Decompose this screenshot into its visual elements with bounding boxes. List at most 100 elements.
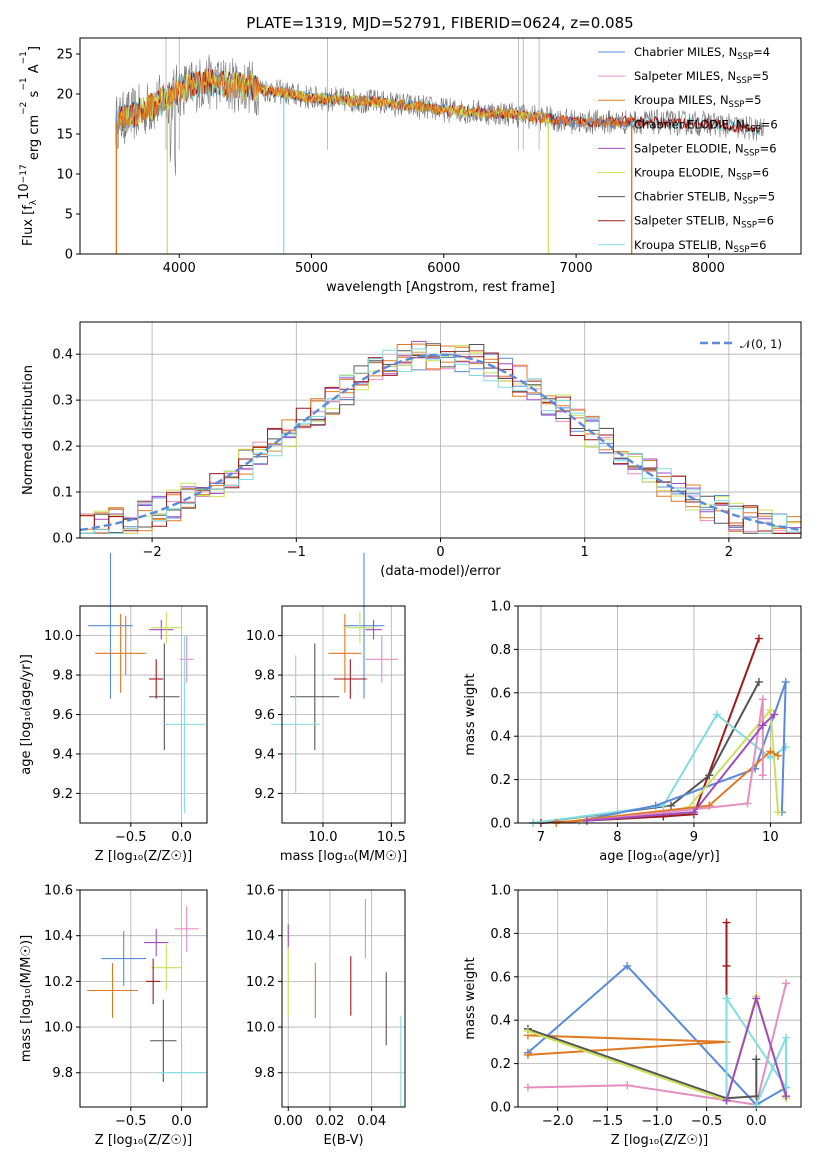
legend-suffix: =6 (760, 141, 777, 155)
axes-frame (79, 321, 802, 539)
y-axis-label-part: Flux [f (21, 205, 36, 246)
x-axis-label: age [log₁₀(age/yr)] (599, 849, 720, 864)
y-tick-label: 10.0 (246, 629, 275, 644)
data-point (151, 611, 182, 644)
series-line (722, 994, 791, 1105)
series-marker (722, 918, 731, 927)
series-marker (766, 747, 775, 756)
y-axis-label-part: erg cm (27, 115, 42, 164)
legend-sub: SSP (745, 124, 761, 134)
x-tick-label: −1 (287, 545, 306, 560)
series-marker (752, 1055, 761, 1064)
x-tick-label: 9 (690, 830, 698, 845)
data-point (149, 619, 174, 640)
x-tick-label: −2 (143, 545, 162, 560)
legend-text: Salpeter MILES, N (634, 69, 736, 83)
model-spectrum (115, 67, 633, 134)
data-point (144, 928, 169, 957)
data-point (333, 659, 367, 699)
legend-sub: SSP (742, 197, 758, 207)
data-point (179, 635, 194, 683)
series-marker (743, 799, 752, 808)
x-tick-label: 4000 (163, 261, 196, 276)
mass-vs-metallicity: −0.5 0.0 9.8 10.0 10.2 10.4 10.6 Z [log₁₀(Z/Z☉)… (19, 884, 208, 1148)
y-tick-label: 9.8 (52, 1066, 73, 1081)
series-path (556, 750, 779, 824)
series-marker (754, 634, 763, 643)
legend-label: 𝒩(0, 1) (740, 337, 782, 351)
series-marker (712, 710, 721, 719)
y-axis-label-part: ] (27, 46, 42, 51)
series-marker (782, 1092, 791, 1101)
series-marker (758, 721, 767, 730)
y-axis-label-part: −1 (19, 51, 29, 64)
legend-label: Kroupa ELODIE, NSSP=6 (634, 166, 769, 183)
y-axis-label-part: −1 (19, 77, 29, 90)
y-axis-label: mass [log₁₀(M/M☉)] (19, 935, 34, 1062)
y-tick-label: 9.8 (254, 669, 275, 684)
y-tick-label: 1.0 (490, 600, 511, 615)
data-point (290, 643, 340, 751)
legend-label: Chabrier MILES, NSSP=4 (634, 45, 770, 62)
data-point (365, 619, 382, 640)
x-tick-label: 2 (725, 545, 733, 560)
y-tick-label: 0.6 (490, 686, 511, 701)
y-tick-label: 0.8 (490, 927, 511, 942)
mass-vs-ebv: 0.00 0.02 0.04 9.8 10.0 10.2 10.4 10.6 E(B-V) (246, 884, 406, 1148)
series-marker (752, 1092, 761, 1101)
y-tick-label: 9.4 (52, 747, 73, 762)
legend-suffix: =5 (752, 69, 769, 83)
y-tick-label: 20 (56, 88, 73, 103)
series-marker (722, 961, 731, 970)
y-tick-label: 5 (65, 208, 73, 223)
y-axis-label: mass weight (463, 673, 478, 755)
y-tick-label: 0.0 (490, 1101, 511, 1116)
legend-text: Chabrier ELODIE, N (634, 117, 745, 131)
legend-label: Chabrier ELODIE, NSSP=6 (634, 117, 778, 134)
residual-histogram: −2 −1 0 1 2 0.0 0.1 0.2 0.3 0.4 𝒩(0, 1) (data-model… (21, 321, 802, 579)
y-tick-label: 0.8 (490, 643, 511, 658)
series-marker (523, 1083, 532, 1092)
y-axis-label: age [log₁₀(age/yr)] (19, 654, 34, 775)
series-marker (722, 1096, 731, 1105)
age-vs-mass: 10.0 10.5 9.2 9.4 9.6 9.8 10.0 mass [log₁₀(M/M☉… (246, 552, 407, 864)
legend-text: Chabrier MILES, N (634, 45, 737, 59)
legend-sub: SSP (737, 52, 753, 62)
series-line (575, 706, 783, 825)
series-path (540, 638, 760, 824)
mass-weight-vs-metallicity: −2.0 −1.5 −1.0 −0.5 0.0 0.0 0.2 0.4 0.6 0.8 1.0 Z [… (463, 884, 802, 1148)
series-path (586, 699, 764, 822)
y-tick-label: 15 (56, 128, 73, 143)
series-path (527, 1027, 758, 1100)
x-tick-label: 1 (581, 545, 589, 560)
x-tick-label: 0.04 (357, 1114, 386, 1129)
axes-frame (517, 605, 802, 824)
series-marker (781, 677, 790, 686)
x-tick-label: −0.5 (115, 830, 147, 845)
y-axis-label-part: −2 (19, 102, 29, 115)
data-point (271, 655, 321, 794)
y-tick-label: 9.2 (254, 787, 275, 802)
series-line (575, 677, 790, 825)
axes-frame (79, 605, 208, 824)
series-marker (651, 801, 660, 810)
x-tick-label: −1.5 (592, 1114, 624, 1129)
legend-text: Salpeter ELODIE, N (634, 141, 744, 155)
x-tick-label: 8000 (692, 261, 725, 276)
y-tick-label: 9.8 (52, 669, 73, 684)
y-tick-label: 10 (56, 168, 73, 183)
y-tick-label: 0.4 (490, 1014, 511, 1029)
series-marker (689, 808, 698, 817)
data-point (95, 613, 147, 693)
x-axis-label: wavelength [Angstrom, rest frame] (326, 280, 555, 295)
data-point (365, 635, 399, 683)
axes-frame (281, 889, 406, 1108)
legend-sub: SSP (734, 245, 750, 255)
y-axis-label-part: s (27, 90, 42, 101)
series-path (586, 713, 775, 822)
series-marker (758, 771, 767, 780)
legend-text: Salpeter STELIB, N (634, 214, 741, 228)
axes-frame (79, 37, 802, 255)
x-tick-label: 0.0 (171, 830, 192, 845)
